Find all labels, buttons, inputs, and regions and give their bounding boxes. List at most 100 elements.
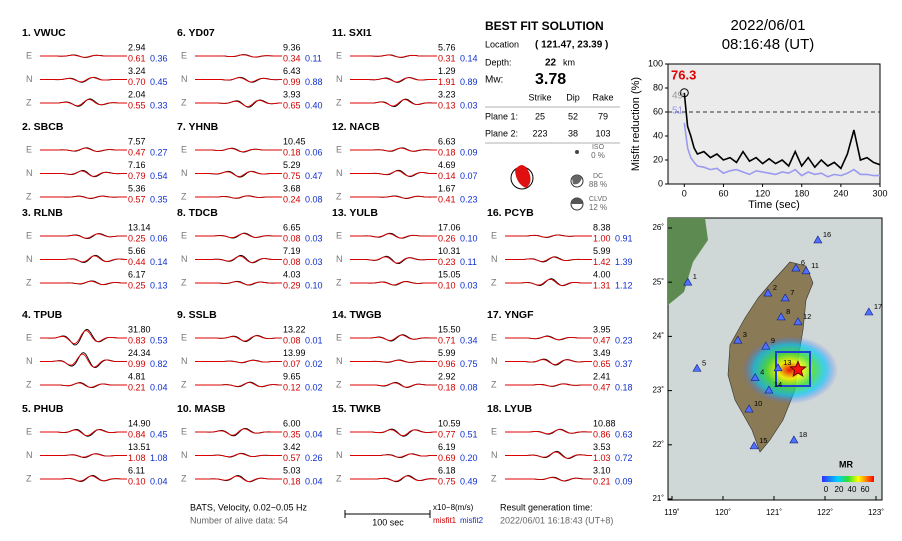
amplitude: 6.18 — [438, 465, 456, 475]
waveform-synthetic — [40, 475, 127, 482]
decomp-value: 88 % — [589, 180, 607, 189]
misfit1: 0.79 — [128, 171, 146, 181]
component: Z — [181, 473, 187, 483]
misfit2: 1.08 — [150, 453, 168, 463]
time: 08:16:48 (UT) — [722, 36, 815, 53]
unit: km — [563, 57, 575, 67]
amplitude: 15.05 — [438, 269, 461, 279]
component: N — [181, 254, 188, 264]
station-marker — [773, 363, 783, 372]
misfit2: 0.88 — [305, 77, 323, 87]
waveform-synthetic — [40, 98, 127, 107]
misfit2: 0.04 — [150, 476, 168, 486]
amplitude: 10.45 — [283, 136, 306, 146]
misfit1: 0.18 — [438, 382, 456, 392]
y-tick-label: 0 — [658, 178, 663, 188]
amplitude: 2.92 — [438, 371, 456, 381]
misfit1: 0.10 — [128, 476, 146, 486]
misfit2: 0.26 — [305, 453, 323, 463]
peak-marker — [679, 88, 689, 98]
amplitude: 3.53 — [593, 442, 611, 452]
misfit2: 0.03 — [305, 257, 323, 267]
station-name: 14. TWGB — [332, 309, 382, 321]
y-axis-label: Misfit reduction (%) — [630, 77, 642, 171]
misfit2: 0.33 — [150, 100, 168, 110]
footer: BATS, Velocity, 0.02−0.05 Hz Number of a… — [190, 502, 613, 527]
station-name: 8. TDCB — [177, 207, 218, 219]
misfit1: 0.55 — [128, 100, 146, 110]
amplitude: 13.22 — [283, 324, 306, 334]
amplitude: 2.04 — [128, 89, 146, 99]
misfit1: 0.99 — [128, 359, 146, 369]
misfit1: 0.65 — [593, 359, 611, 369]
y-tick-label: 20 — [653, 154, 663, 164]
component: Z — [26, 277, 32, 287]
component: N — [491, 450, 498, 460]
waveform-synthetic — [195, 359, 282, 363]
misfit2: 0.89 — [460, 77, 478, 87]
station-label: 17 — [874, 302, 882, 311]
station-name: 10. MASB — [177, 403, 226, 415]
station-label: 3 — [743, 330, 747, 339]
station-label: 18 — [799, 430, 807, 439]
colorbar-tick: 60 — [861, 485, 870, 494]
misfit2: 0.91 — [615, 233, 633, 243]
misfit1: 0.69 — [438, 453, 456, 463]
waveform-synthetic — [505, 359, 592, 365]
waveform-synthetic — [505, 451, 592, 459]
row-label: Plane 1: — [485, 111, 518, 121]
misfit2: 0.02 — [305, 382, 323, 392]
misfit2: 0.37 — [615, 359, 633, 369]
waveform-synthetic — [350, 256, 437, 264]
misfit2: 0.10 — [305, 280, 323, 290]
component: Z — [336, 379, 342, 389]
misfit2: 0.02 — [305, 359, 323, 369]
misfit1: 0.23 — [438, 257, 456, 267]
result-time: 2022/06/01 16:18:43 (UT+8) — [500, 515, 613, 525]
component: E — [336, 230, 342, 240]
misfit1: 0.57 — [283, 453, 301, 463]
station-name: 9. SSLB — [177, 309, 217, 321]
y-tick-label: 100 — [648, 58, 663, 68]
mr-field — [742, 336, 838, 404]
amplitude: 5.76 — [438, 42, 456, 52]
misfit2: 0.06 — [305, 147, 323, 157]
waveform-synthetic — [40, 382, 127, 388]
waveform-synthetic — [350, 382, 437, 388]
location: ( 121.47, 23.39 ) — [535, 40, 608, 51]
amplitude: 10.88 — [593, 418, 616, 428]
station-name: 4. TPUB — [22, 309, 63, 321]
misfit2: 0.82 — [150, 359, 168, 369]
misfit2: 0.40 — [305, 100, 323, 110]
amplitude: 5.99 — [593, 246, 611, 256]
misfit2: 0.06 — [150, 233, 168, 243]
filter: BATS, Velocity, 0.02−0.05 Hz — [190, 502, 307, 512]
misfit1: 0.14 — [438, 171, 456, 181]
waveform-synthetic — [195, 233, 282, 239]
station-marker — [750, 372, 760, 381]
misfit1: 0.07 — [283, 359, 301, 369]
misfit1: 0.08 — [283, 335, 301, 345]
station-name: 15. TWKB — [332, 403, 381, 415]
waveform-synthetic — [195, 475, 282, 482]
misfit2: 0.63 — [615, 429, 633, 439]
waveform-synthetic — [195, 54, 282, 58]
misfit2: 0.08 — [460, 382, 478, 392]
station-name: 18. LYUB — [487, 403, 533, 415]
component: Z — [336, 191, 342, 201]
component: N — [26, 450, 33, 460]
component: Z — [181, 97, 187, 107]
waveform-synthetic — [195, 453, 282, 458]
component: E — [26, 144, 32, 154]
amplitude: 13.51 — [128, 442, 151, 452]
station-marker — [763, 288, 773, 297]
amplitude: 9.65 — [283, 371, 301, 381]
component: E — [491, 332, 497, 342]
cell: 79 — [598, 111, 608, 121]
misfit1: 1.08 — [128, 453, 146, 463]
amplitude: 3.93 — [283, 89, 301, 99]
cell: 38 — [568, 128, 578, 138]
misfit1: 0.08 — [283, 257, 301, 267]
